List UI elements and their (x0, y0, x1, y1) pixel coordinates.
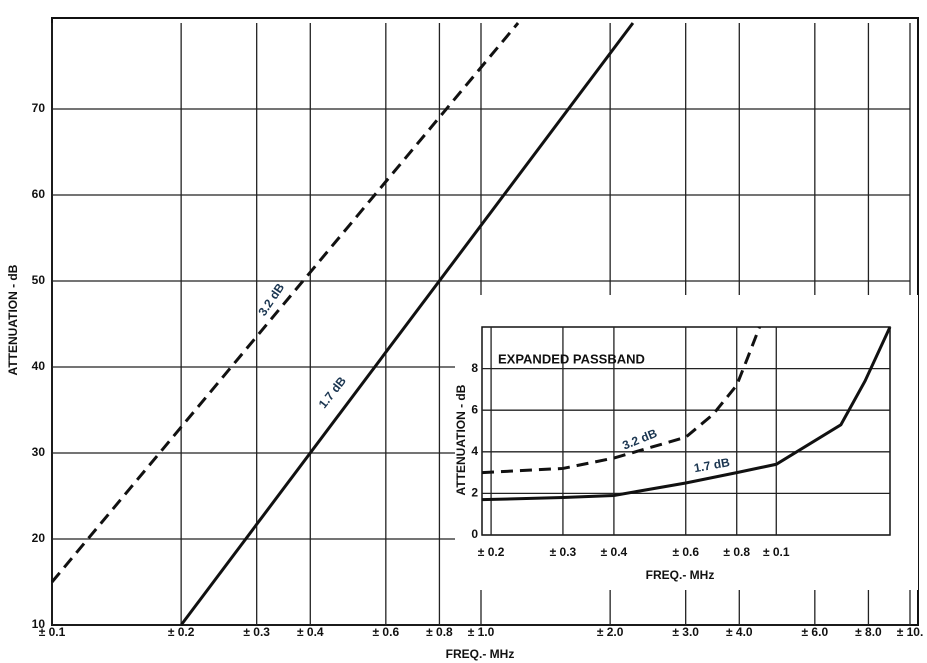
x-tick-label: ± 8.0 (855, 625, 882, 639)
x-tick-label: ± 0.1 (39, 625, 66, 639)
line-series (50, 22, 520, 583)
x-tick-label: ± 0.8 (426, 625, 453, 639)
x-tick-label: ± 0.3 (550, 545, 577, 559)
x-tick-label: ± 0.6 (373, 625, 400, 639)
x-tick-label: ± 0.6 (672, 545, 699, 559)
y-tick-label: 30 (32, 445, 46, 459)
x-tick-label: ± 0.3 (243, 625, 270, 639)
line-series (481, 326, 892, 502)
y-tick-label: 60 (32, 187, 46, 201)
x-tick-label: ± 0.2 (478, 545, 505, 559)
y-tick-label: 6 (471, 402, 478, 416)
y-tick-label: 50 (32, 273, 46, 287)
inset-background (455, 295, 918, 590)
x-tick-label: ± 0.2 (168, 625, 195, 639)
series-label: 3.2 dB (255, 280, 287, 318)
x-tick-label: ± 0.8 (723, 545, 750, 559)
y-tick-label: 10 (32, 617, 46, 631)
x-tick-label: ± 0.4 (601, 545, 628, 559)
line-series (179, 22, 635, 626)
line-series (481, 326, 761, 475)
x-tick-label: ± 0.1 (763, 545, 790, 559)
x-tick-label: ± 2.0 (597, 625, 624, 639)
y-tick-label: 2 (471, 486, 478, 500)
x-tick-label: ± 10. (897, 625, 924, 639)
y-tick-label: 70 (32, 101, 46, 115)
x-tick-label: ± 0.4 (297, 625, 324, 639)
x-tick-label: ± 1.0 (468, 625, 495, 639)
annotation: EXPANDED PASSBAND (498, 351, 645, 366)
series-label: 1.7 dB (693, 455, 731, 475)
y-tick-label: 0 (471, 527, 478, 541)
y-axis-title: ATTENUATION - dB (6, 264, 20, 375)
x-axis-title: FREQ.- MHz (646, 568, 715, 582)
y-tick-label: 4 (471, 444, 478, 458)
x-axis-title: FREQ.- MHz (446, 647, 515, 661)
x-tick-label: ± 3.0 (672, 625, 699, 639)
x-tick-label: ± 6.0 (802, 625, 829, 639)
x-tick-label: ± 4.0 (726, 625, 753, 639)
y-tick-label: 20 (32, 531, 46, 545)
y-axis-title: ATTENUATION - dB (454, 384, 468, 495)
y-tick-label: 40 (32, 359, 46, 373)
y-tick-label: 8 (471, 361, 478, 375)
